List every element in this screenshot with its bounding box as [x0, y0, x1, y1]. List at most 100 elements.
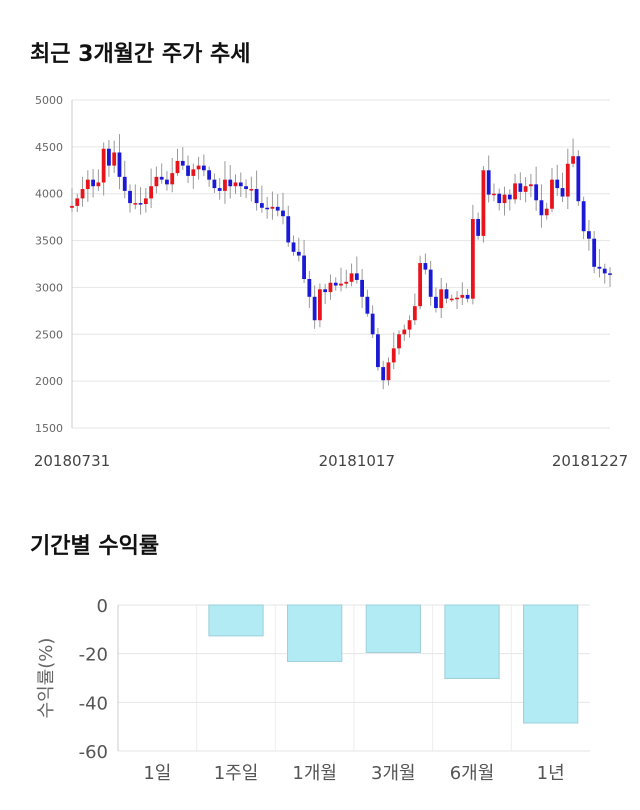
candle: [507, 189, 512, 211]
candle: [265, 196, 270, 219]
candle: [154, 166, 159, 194]
candle: [138, 187, 143, 215]
candle: [608, 267, 612, 287]
x-tick-label: 3개월: [371, 763, 416, 784]
bar: [287, 604, 343, 662]
candle: [544, 202, 549, 220]
candle-body: [265, 207, 270, 210]
candle: [565, 148, 570, 209]
candle: [291, 235, 296, 256]
candle: [275, 194, 280, 217]
candle-body: [238, 182, 243, 187]
candle: [455, 291, 459, 310]
x-tick-label: 1주일: [214, 763, 259, 784]
candle-body: [597, 266, 602, 269]
candle-body: [449, 298, 454, 301]
y-tick-label: 3500: [35, 235, 63, 248]
candle: [497, 188, 502, 211]
candle-body: [560, 188, 565, 197]
candle: [518, 172, 523, 201]
candle-body: [402, 329, 407, 335]
candle-body: [296, 251, 301, 256]
candle-body: [286, 216, 291, 243]
candle: [91, 169, 95, 198]
candle: [492, 183, 496, 202]
candle-body: [312, 296, 317, 321]
x-tick-label: 20180731: [34, 452, 110, 470]
candle-body: [85, 179, 90, 190]
candle-body: [138, 203, 143, 205]
y-tick-label: 0: [97, 596, 108, 617]
candle-body: [555, 179, 560, 189]
candle-body: [523, 186, 528, 192]
candle: [534, 166, 539, 211]
candle-body: [122, 176, 127, 191]
candle: [365, 289, 370, 317]
candle-body: [101, 148, 106, 183]
candle: [254, 170, 259, 211]
candle-body: [571, 156, 575, 164]
candle-body: [539, 200, 544, 216]
candle: [402, 324, 407, 341]
candle: [302, 239, 306, 284]
candle-body: [544, 208, 549, 216]
candle-body: [217, 188, 222, 191]
candle: [513, 174, 517, 204]
candle-body: [360, 279, 364, 297]
bar: [444, 604, 500, 679]
candle: [196, 156, 201, 180]
candle: [449, 294, 454, 302]
candle-body: [180, 160, 185, 166]
candle-body: [344, 281, 349, 284]
y-axis-label: 수익률(%): [36, 638, 57, 719]
candle: [228, 165, 233, 199]
candle-body: [154, 176, 159, 187]
bar: [523, 604, 579, 724]
candle-body: [91, 179, 95, 187]
candle: [165, 171, 169, 191]
candle-body: [175, 160, 180, 174]
candle-body: [502, 194, 507, 204]
candle-body: [486, 170, 491, 195]
candle-body: [349, 273, 354, 282]
candle-body: [143, 198, 148, 205]
candle: [576, 150, 581, 206]
candle-body: [481, 170, 486, 236]
y-tick-label: 1500: [35, 422, 63, 435]
candle-body: [323, 289, 328, 293]
candle: [418, 255, 423, 310]
candle: [391, 332, 396, 370]
candle-body: [133, 203, 138, 205]
candle: [175, 148, 180, 176]
y-tick-label: 4500: [35, 141, 63, 154]
candle: [318, 283, 322, 328]
candle-body: [244, 186, 248, 190]
candle: [439, 277, 444, 318]
candle: [70, 188, 74, 213]
candle: [550, 167, 554, 213]
y-tick-label: -20: [79, 645, 108, 666]
candle: [571, 138, 575, 168]
candle: [333, 277, 338, 291]
x-tick-label: 6개월: [450, 763, 495, 784]
candle-body: [370, 313, 375, 335]
candle: [201, 154, 206, 177]
candle-body: [233, 182, 238, 187]
returns-title: 기간별 수익률: [30, 534, 160, 559]
candle-body: [328, 282, 333, 293]
candle-body: [460, 294, 465, 298]
candle-body: [418, 263, 423, 307]
candle-body: [212, 179, 217, 189]
candle: [249, 176, 254, 202]
candle-body: [281, 210, 285, 217]
x-tick-label: 1개월: [292, 763, 337, 784]
candle-body: [518, 183, 523, 192]
candle-body: [397, 334, 401, 349]
candle: [470, 204, 475, 305]
candle-body: [149, 186, 154, 199]
candle: [149, 168, 154, 209]
candle-body: [128, 190, 132, 204]
candle: [602, 263, 607, 284]
candle: [238, 172, 243, 197]
candle: [597, 249, 602, 278]
